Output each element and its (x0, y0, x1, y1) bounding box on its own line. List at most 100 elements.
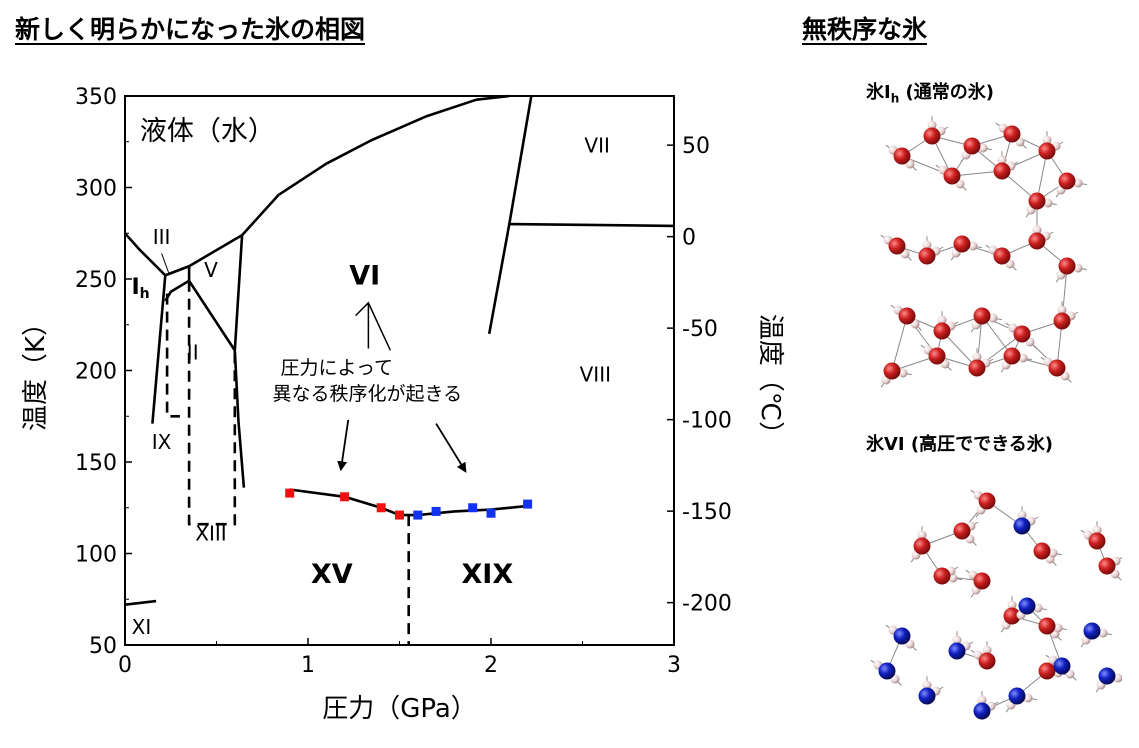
phase-boundary (164, 264, 190, 277)
hydrogen-atom (972, 352, 982, 362)
oxygen-atom-red (918, 247, 936, 265)
phase-label: II (187, 341, 199, 365)
y2-axis-label: 温度（℃） (755, 314, 785, 447)
y2-tick-label: -150 (682, 500, 732, 525)
y-tick-label: 200 (75, 360, 117, 385)
hydrogen-atom (977, 695, 987, 705)
hydrogen-atom (927, 120, 937, 130)
oxygen-atom-red (883, 362, 901, 380)
x-tick-label: 3 (667, 653, 681, 678)
oxygen-atom-red (963, 137, 981, 155)
oxygen-atom-blue (1018, 597, 1036, 615)
data-point-xix (413, 510, 423, 520)
hydrogen-atom (1032, 225, 1042, 235)
oxygen-atom-red (1033, 542, 1051, 560)
oxygen-atom-red (1038, 662, 1056, 680)
annotation-arrow (435, 423, 467, 473)
oxygen-atom-red (953, 522, 971, 540)
oxygen-atom-blue (893, 627, 911, 645)
phase-label-ih-main: I (131, 275, 139, 300)
hydrogen-atom (1098, 628, 1108, 638)
y2-tick-label: 0 (682, 226, 696, 251)
oxygen-atom-blue (1013, 517, 1031, 535)
ice-ih-structure-image (880, 116, 1087, 388)
oxygen-atom-red (978, 492, 996, 510)
oxygen-atom-red (993, 247, 1011, 265)
oxygen-atom-red (933, 322, 951, 340)
phase-label: XI (132, 615, 152, 639)
oxygen-atom-red (993, 162, 1011, 180)
hydrogen-bond (891, 315, 908, 372)
phase-label: VIII (580, 362, 611, 386)
oxygen-atom-red (1053, 312, 1071, 330)
oxygen-atom-blue (1098, 667, 1116, 685)
hydrogen-atom (988, 313, 998, 323)
ice-ih-label-main: 氷I (866, 82, 891, 103)
label-pointer (161, 253, 170, 274)
oxygen-atom-red (898, 307, 916, 325)
phase-boundary (188, 280, 236, 352)
hydrogen-atom (1048, 548, 1058, 558)
ice-ih-label-sub: h (890, 91, 900, 106)
y-tick-label: 350 (75, 85, 117, 110)
oxygen-atom-red (1058, 257, 1076, 275)
phase-label: V (204, 258, 218, 282)
phase-boundary (151, 275, 167, 424)
phase-label: VI (349, 261, 380, 292)
data-point-xix (431, 506, 441, 516)
phase-boundary-dashed (165, 293, 180, 418)
annotation-line-2: 異なる秩序化が起きる (273, 383, 463, 405)
hydrogen-atom (997, 155, 1007, 165)
oxygen-atom-red (1028, 232, 1046, 250)
x-tick-label: 2 (484, 653, 498, 678)
hydrogen-atom (1057, 305, 1067, 315)
phase-boundary (164, 279, 190, 302)
oxygen-atom-red (1003, 607, 1021, 625)
data-point-xix (486, 508, 496, 518)
hydrogen-atom (978, 143, 988, 153)
x-axis-label: 圧力（GPa） (322, 694, 477, 724)
phase-label-ih-sub: h (140, 286, 150, 302)
oxygen-atom-red (933, 567, 951, 585)
oxygen-atom-red (973, 307, 991, 325)
hydrogen-atom (1042, 135, 1052, 145)
x-tick-label: 1 (301, 653, 315, 678)
oxygen-atom-red (943, 167, 961, 185)
oxygen-atom-red (973, 572, 991, 590)
data-point-xv (395, 510, 404, 520)
oxygen-atom-red (913, 537, 931, 555)
hydrogen-atom (1023, 693, 1033, 703)
phase-boundary (509, 222, 675, 228)
oxygen-atom-red (1088, 532, 1106, 550)
phase-boundary (233, 235, 246, 488)
ice-ih-label: 氷Ih (通常の氷) (866, 78, 994, 106)
y-tick-label: 150 (75, 451, 117, 476)
oxygen-atom-blue (948, 642, 966, 660)
hydrogen-atom (948, 573, 958, 583)
oxygen-atom-red (1003, 347, 1021, 365)
annotation-caret (355, 301, 392, 351)
hydrogen-atom (1007, 600, 1017, 610)
oxygen-atom-red (1038, 142, 1056, 160)
y2-tick-label: -50 (682, 317, 718, 342)
hydrogen-atom (1073, 178, 1083, 188)
annotation-line-1: 圧力によって (281, 357, 393, 379)
data-point-xix (523, 499, 533, 509)
phase-label: VII (584, 134, 609, 158)
oxygen-atom-red (1038, 617, 1056, 635)
ice-vi-label: 氷VI (高圧でできる氷) (866, 434, 1053, 455)
oxygen-atom-red (888, 237, 906, 255)
data-point-xv (376, 503, 386, 513)
hydrogen-atom (1053, 623, 1063, 633)
phase-label: IX (152, 430, 172, 454)
phase-boundary (124, 599, 157, 606)
oxygen-atom-red (968, 359, 986, 377)
phase-boundary (487, 95, 533, 335)
oxygen-atom-red (1003, 125, 1021, 143)
oxygen-atom-red (1098, 557, 1116, 575)
oxygen-atom-blue (1083, 622, 1101, 640)
oxygen-atom-red (978, 652, 996, 670)
oxygen-atom-blue (1053, 657, 1071, 675)
ice-vi-structure-image (870, 489, 1122, 720)
